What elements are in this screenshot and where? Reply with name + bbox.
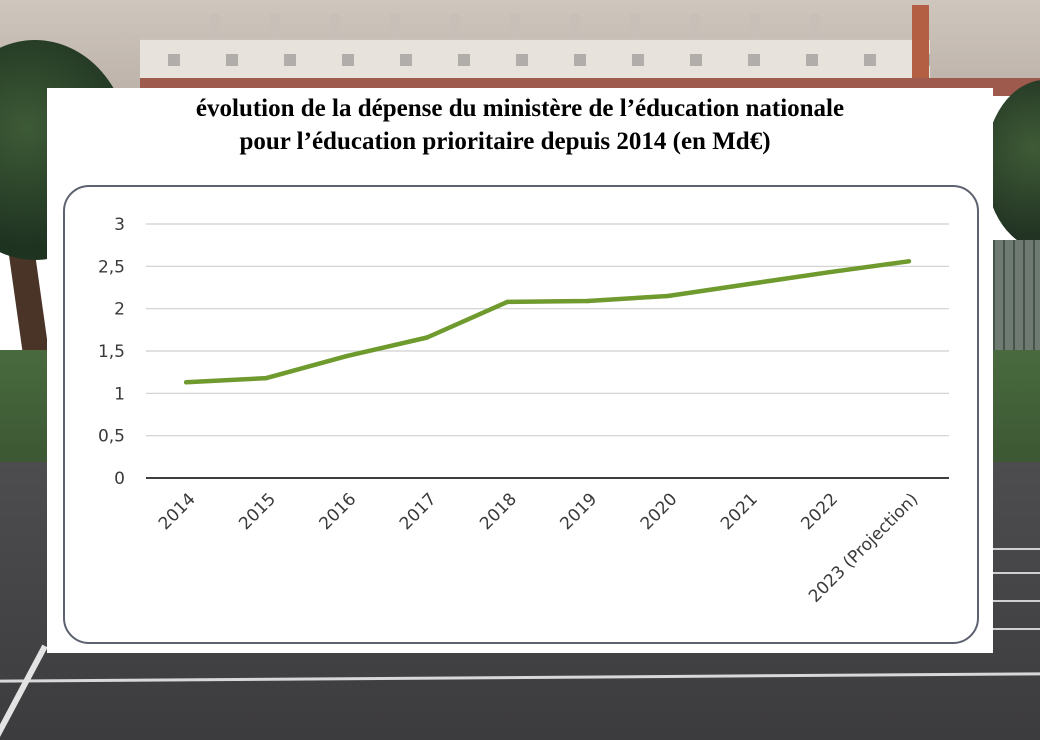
data-point [746,281,751,287]
y-tick-label: 0 [114,469,125,489]
data-point [505,299,510,305]
series-line [183,259,912,385]
y-tick-label: 2 [114,300,125,320]
x-tick-label: 2014 [155,489,200,534]
x-tick-label: 2018 [476,489,521,534]
data-point [183,380,189,385]
x-tick-label: 2022 [797,489,842,534]
track-lane-line [993,548,1040,550]
y-tick-label: 3 [114,215,125,235]
chart-title-line-1: évolution de la dépense du ministère de … [195,95,845,122]
x-tick-label: 2021 [717,489,762,534]
x-tick-label: 2020 [637,489,682,534]
chart-frame [63,185,979,644]
y-tick-label: 1,5 [98,342,125,362]
data-point [424,335,430,340]
track-lane-line [993,600,1040,602]
data-point [826,270,831,275]
chimney [912,5,929,85]
x-tick-label: 2015 [235,489,280,534]
data-point [665,293,671,299]
data-point [906,259,912,264]
data-point [585,298,590,304]
data-point [344,353,349,359]
chart-title: évolution de la dépense du ministère de … [47,92,993,158]
x-tick-label: 2019 [556,489,601,534]
y-tick-label: 2,5 [98,257,125,277]
y-tick-label: 0,5 [98,427,125,447]
fence-right [993,240,1040,360]
tree-right [985,80,1040,250]
rooftop-chimneys [210,14,870,38]
track-lane-line [993,628,1040,630]
line-chart: 0 0,5 1 1,5 2 2,5 3 2014 2015 2016 2017 2018 2019 202… [98,215,949,607]
y-tick-label: 1 [114,384,125,404]
chart-panel: évolution de la dépense du ministère de … [47,88,993,653]
x-tick-label: 2016 [316,489,361,534]
chart-title-line-2: pour l’éducation prioritaire depuis 2014… [239,128,771,155]
x-tick-label: 2017 [396,489,441,534]
data-point [264,375,269,381]
track-lane-line [993,572,1040,574]
